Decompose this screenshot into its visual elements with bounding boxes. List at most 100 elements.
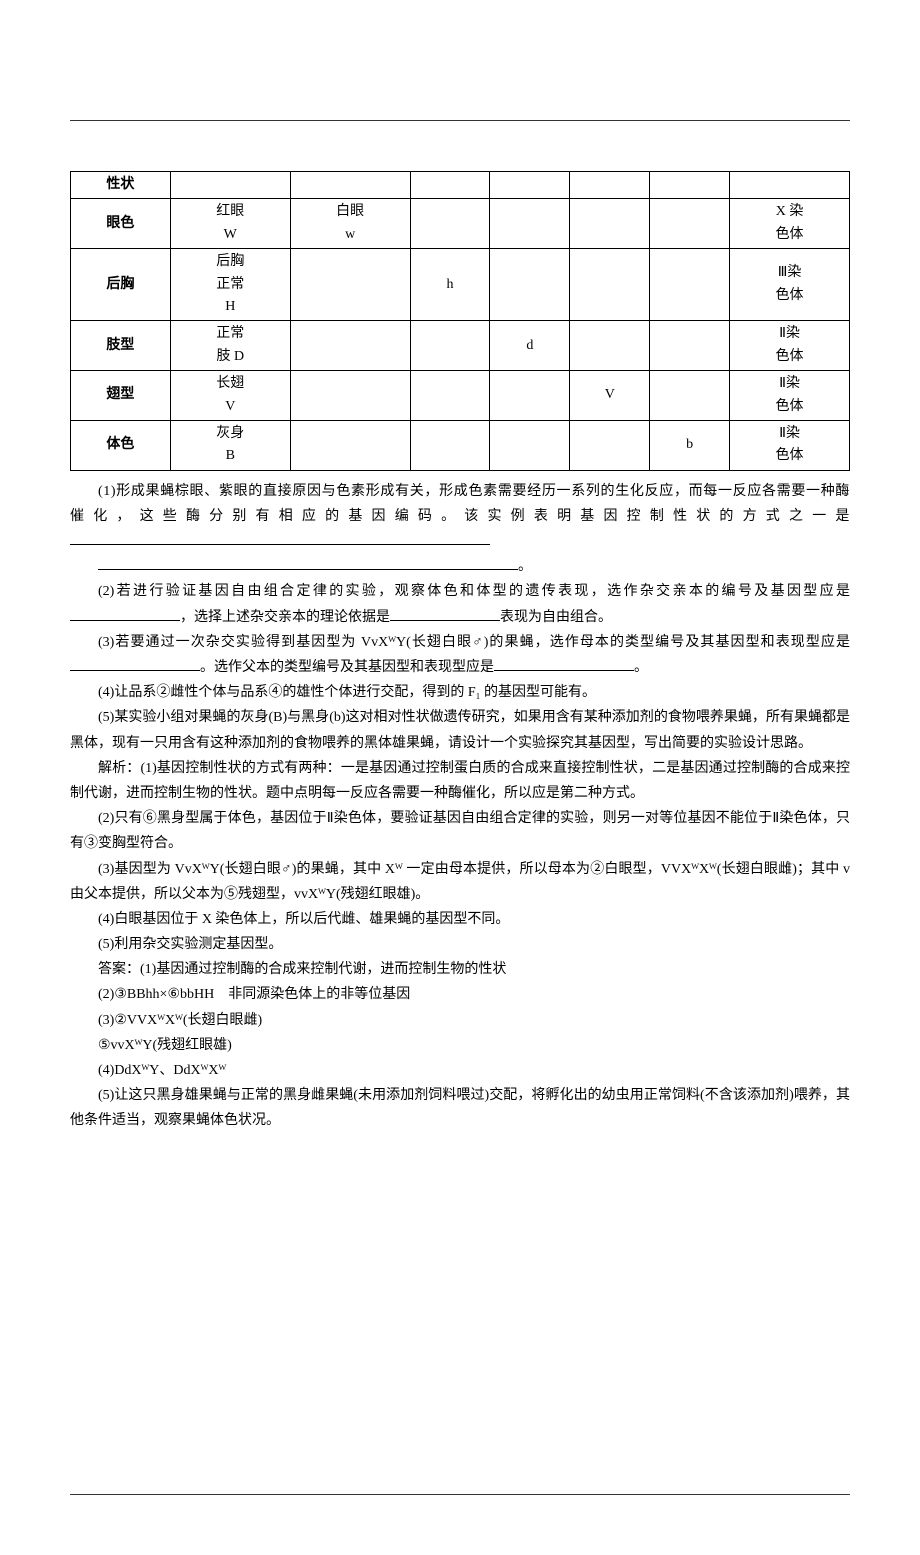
row-label: 眼色 [71, 199, 171, 249]
table-row: 后胸 后胸正常H h Ⅲ染色体 [71, 249, 850, 321]
analysis-3: (3)基因型为 VvXᵂY(长翅白眼♂)的果蝇，其中 Xᵂ 一定由母本提供，所以… [70, 857, 850, 907]
answer-5: (5)让这只黑身雄果蝇与正常的黑身雌果蝇(未用添加剂饲料喂过)交配，将孵化出的幼… [70, 1083, 850, 1133]
cell: Ⅱ染色体 [730, 321, 850, 371]
ans3b-text: ⑤vvXᵂY(残翅红眼雄) [98, 1038, 232, 1053]
cell [290, 371, 410, 421]
answer-2: (2)③BBhh×⑥bbHH 非同源染色体上的非等位基因 [70, 982, 850, 1007]
cell [570, 249, 650, 321]
cell [490, 199, 570, 249]
cell: Ⅲ染色体 [730, 249, 850, 321]
row-label: 体色 [71, 420, 171, 470]
cell-text: Ⅲ染色体 [776, 265, 804, 302]
cell-text: 后胸正常H [216, 254, 244, 314]
cell-text: X 染色体 [776, 204, 804, 241]
a1-text: 解析：(1)基因控制性状的方式有两种：一是基因通过控制蛋白质的合成来直接控制性状… [70, 761, 850, 801]
table-row: 眼色 红眼W 白眼w X 染色体 [71, 199, 850, 249]
blank-fill [494, 657, 634, 671]
cell [290, 172, 410, 199]
cell-text: 红眼W [216, 204, 244, 241]
question-3: (3)若要通过一次杂交实验得到基因型为 VvXᵂY(长翅白眼♂)的果蝇，选作母本… [70, 630, 850, 680]
q2-text-c: 表现为自由组合。 [500, 610, 612, 625]
cell: X 染色体 [730, 199, 850, 249]
q2-text-b: ，选择上述杂交亲本的理论依据是 [180, 610, 390, 625]
cell [490, 249, 570, 321]
table-row: 肢型 正常肢 D d Ⅱ染色体 [71, 321, 850, 371]
a5-text: (5)利用杂交实验测定基因型。 [98, 937, 282, 952]
cell [410, 420, 490, 470]
cell-text: 正常肢 D [216, 326, 244, 363]
cell [410, 199, 490, 249]
question-2: (2)若进行验证基因自由组合定律的实验，观察体色和体型的遗传表现，选作杂交亲本的… [70, 579, 850, 629]
blank-fill [70, 657, 200, 671]
ans5-text: (5)让这只黑身雄果蝇与正常的黑身雌果蝇(未用添加剂饲料喂过)交配，将孵化出的幼… [70, 1088, 850, 1128]
q4-text: (4)让品系②雌性个体与品系④的雄性个体进行交配，得到的 F₁ 的基因型可能有。 [98, 685, 596, 700]
cell: V [570, 371, 650, 421]
cell: h [410, 249, 490, 321]
blank-fill [70, 531, 490, 545]
cell: 正常肢 D [170, 321, 290, 371]
cell-text: Ⅱ染色体 [776, 326, 804, 363]
cell [410, 371, 490, 421]
answer-1: 答案：(1)基因通过控制酶的合成来控制代谢，进而控制生物的性状 [70, 957, 850, 982]
cell [570, 420, 650, 470]
cell [650, 199, 730, 249]
row-label: 翅型 [71, 371, 171, 421]
blank-fill [98, 556, 518, 570]
question-1-tail: 。 [70, 554, 850, 579]
cell [570, 321, 650, 371]
q3-text-c: 。 [634, 660, 648, 675]
table-row: 翅型 长翅V V Ⅱ染色体 [71, 371, 850, 421]
q3-text-b: 。选作父本的类型编号及其基因型和表现型应是 [200, 660, 494, 675]
cell [490, 172, 570, 199]
cell [650, 321, 730, 371]
analysis-2: (2)只有⑥黑身型属于体色，基因位于Ⅱ染色体，要验证基因自由组合定律的实验，则另… [70, 806, 850, 856]
question-5: (5)某实验小组对果蝇的灰身(B)与黑身(b)这对相对性状做遗传研究，如果用含有… [70, 705, 850, 755]
cell: Ⅱ染色体 [730, 371, 850, 421]
cell [170, 172, 290, 199]
blank-fill [390, 607, 500, 621]
cell: 后胸正常H [170, 249, 290, 321]
q5-text: (5)某实验小组对果蝇的灰身(B)与黑身(b)这对相对性状做遗传研究，如果用含有… [70, 710, 850, 750]
cell [570, 172, 650, 199]
cell [730, 172, 850, 199]
ans4-text: (4)DdXᵂY、DdXᵂXᵂ [98, 1063, 226, 1078]
ans2-text: (2)③BBhh×⑥bbHH 非同源染色体上的非等位基因 [98, 987, 410, 1002]
q2-text-a: (2)若进行验证基因自由组合定律的实验，观察体色和体型的遗传表现，选作杂交亲本的… [98, 584, 850, 599]
answer-3: (3)②VVXᵂXᵂ(长翅白眼雌) [70, 1008, 850, 1033]
q3-text-a: (3)若要通过一次杂交实验得到基因型为 VvXᵂY(长翅白眼♂)的果蝇，选作母本… [98, 635, 850, 650]
cell: b [650, 420, 730, 470]
answer-3b: ⑤vvXᵂY(残翅红眼雄) [70, 1033, 850, 1058]
table-row: 性状 [71, 172, 850, 199]
table-row: 体色 灰身B b Ⅱ染色体 [71, 420, 850, 470]
ans3-text: (3)②VVXᵂXᵂ(长翅白眼雌) [98, 1013, 262, 1028]
analysis-4: (4)白眼基因位于 X 染色体上，所以后代雌、雄果蝇的基因型不同。 [70, 907, 850, 932]
cell [290, 321, 410, 371]
cell [290, 420, 410, 470]
a2-text: (2)只有⑥黑身型属于体色，基因位于Ⅱ染色体，要验证基因自由组合定律的实验，则另… [70, 811, 850, 851]
cell: 灰身B [170, 420, 290, 470]
analysis-5: (5)利用杂交实验测定基因型。 [70, 932, 850, 957]
cell: 红眼W [170, 199, 290, 249]
a3-text: (3)基因型为 VvXᵂY(长翅白眼♂)的果蝇，其中 Xᵂ 一定由母本提供，所以… [70, 862, 850, 902]
cell [650, 249, 730, 321]
traits-table: 性状 眼色 红眼W 白眼w X 染色体 后胸 后胸正常H h Ⅲ染色体 肢型 正… [70, 171, 850, 471]
page-top-rule [70, 120, 850, 121]
question-1: (1)形成果蝇棕眼、紫眼的直接原因与色素形成有关，形成色素需要经历一系列的生化反… [70, 479, 850, 555]
cell-text: Ⅱ染色体 [776, 376, 804, 413]
question-4: (4)让品系②雌性个体与品系④的雄性个体进行交配，得到的 F₁ 的基因型可能有。 [70, 680, 850, 705]
cell [570, 199, 650, 249]
page-bottom-rule [70, 1494, 850, 1495]
cell-text: 灰身B [216, 426, 244, 463]
answer-4: (4)DdXᵂY、DdXᵂXᵂ [70, 1058, 850, 1083]
cell: d [490, 321, 570, 371]
blank-fill [70, 607, 180, 621]
analysis-1: 解析：(1)基因控制性状的方式有两种：一是基因通过控制蛋白质的合成来直接控制性状… [70, 756, 850, 806]
cell [290, 249, 410, 321]
period: 。 [518, 559, 532, 574]
cell [410, 321, 490, 371]
row-label: 性状 [71, 172, 171, 199]
cell: Ⅱ染色体 [730, 420, 850, 470]
cell [650, 172, 730, 199]
cell: 长翅V [170, 371, 290, 421]
q1-text: (1)形成果蝇棕眼、紫眼的直接原因与色素形成有关，形成色素需要经历一系列的生化反… [70, 484, 850, 524]
